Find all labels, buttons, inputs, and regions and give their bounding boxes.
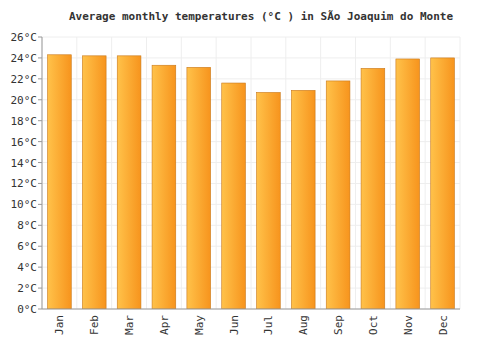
bar (326, 81, 350, 309)
bar (48, 55, 72, 309)
y-tick-label: 20°C (11, 94, 38, 107)
grid-line-vertical (425, 37, 426, 309)
y-tick (38, 309, 42, 310)
bar (431, 58, 455, 309)
y-tick-label: 18°C (11, 115, 38, 128)
bar (222, 83, 246, 309)
x-tick-label: Feb (88, 315, 101, 335)
y-tick-label: 26°C (11, 31, 38, 44)
y-tick (38, 246, 42, 247)
y-tick-label: 10°C (11, 198, 38, 211)
bar (82, 56, 106, 309)
x-tick-label: Sep (332, 315, 345, 335)
y-tick (38, 204, 42, 205)
bars (48, 55, 455, 309)
grid-line-vertical (76, 37, 77, 309)
y-tick (38, 162, 42, 163)
chart-title: Average monthly temperatures (°C ) in SÃ… (69, 10, 453, 23)
x-tick-label: May (193, 315, 206, 335)
y-tick (38, 225, 42, 226)
bar (361, 68, 385, 309)
bar (187, 67, 211, 309)
grid-line-vertical (390, 37, 391, 309)
x-tick-label: Nov (402, 315, 415, 335)
grid-line-vertical (216, 37, 217, 309)
y-tick-label: 8°C (17, 219, 37, 232)
grid-line (42, 37, 460, 38)
y-tick (38, 99, 42, 100)
x-axis (42, 309, 460, 310)
bar (257, 92, 281, 309)
grid-line-vertical (111, 37, 112, 309)
grid-line-vertical (320, 37, 321, 309)
y-tick (38, 288, 42, 289)
grid-line-vertical (181, 37, 182, 309)
y-tick (38, 37, 42, 38)
bar (117, 56, 141, 309)
y-tick-label: 4°C (17, 261, 37, 274)
grid-line (42, 309, 460, 310)
y-axis (42, 37, 43, 309)
x-tick-label: Dec (437, 315, 450, 335)
chart-container: Average monthly temperatures (°C ) in SÃ… (0, 0, 500, 350)
y-tick-label: 24°C (11, 52, 38, 65)
x-tick-label: Jul (262, 315, 275, 335)
y-tick (38, 78, 42, 79)
grid-line-vertical (285, 37, 286, 309)
x-tick-label: Jan (53, 315, 66, 335)
grid-line-vertical (355, 37, 356, 309)
y-tick-label: 6°C (17, 240, 37, 253)
x-tick-label: Jun (228, 315, 241, 335)
y-tick-label: 14°C (11, 157, 38, 170)
bar (291, 90, 315, 309)
grid-line-vertical (146, 37, 147, 309)
y-tick-label: 2°C (17, 282, 37, 295)
y-tick (38, 120, 42, 121)
bar (152, 65, 176, 309)
grid (42, 37, 460, 309)
grid-line-vertical (42, 37, 43, 309)
y-tick (38, 141, 42, 142)
x-tick-label: Mar (123, 315, 136, 335)
x-tick-label: Aug (297, 315, 310, 335)
y-tick-label: 0°C (17, 303, 37, 316)
grid-line-vertical (251, 37, 252, 309)
grid-line-vertical (460, 37, 461, 309)
x-tick-label: Apr (158, 315, 171, 335)
y-tick (38, 57, 42, 58)
y-tick-label: 22°C (11, 73, 38, 86)
x-tick-label: Oct (367, 315, 380, 335)
y-tick (38, 267, 42, 268)
chart-svg: Average monthly temperatures (°C ) in SÃ… (0, 0, 500, 350)
bar (396, 59, 420, 309)
y-tick-label: 12°C (11, 177, 38, 190)
y-tick (38, 183, 42, 184)
y-tick-label: 16°C (11, 136, 38, 149)
